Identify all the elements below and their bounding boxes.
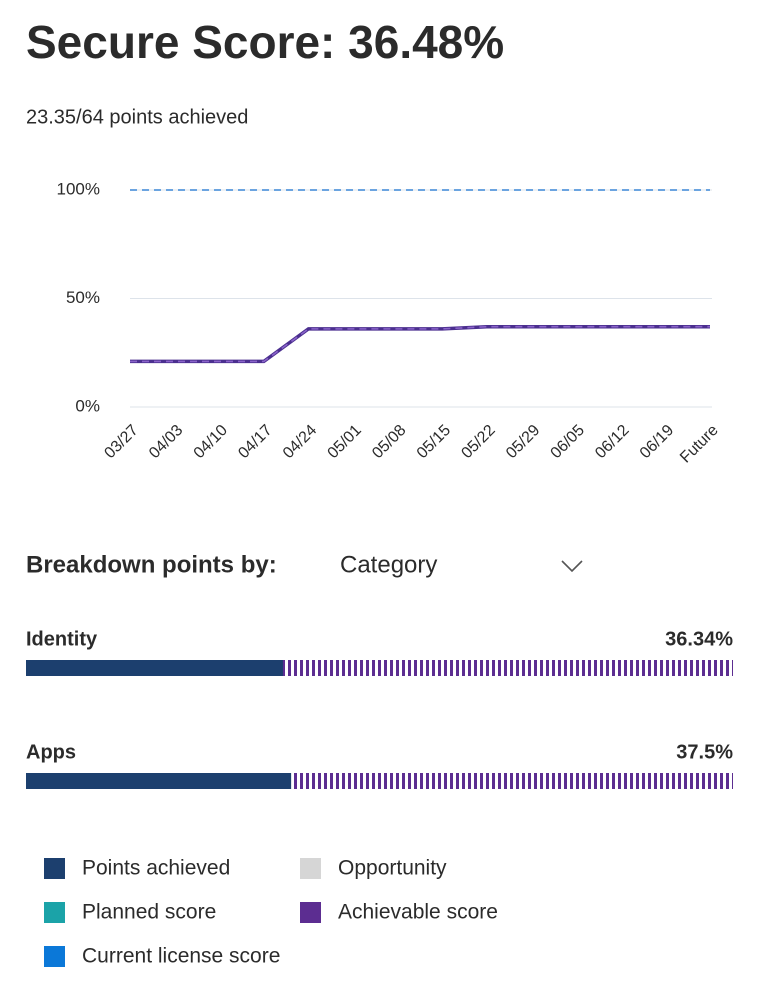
x-tick-label: 05/29 bbox=[503, 422, 543, 462]
x-tick-label: 06/05 bbox=[548, 422, 588, 462]
series-line bbox=[130, 324, 710, 364]
legend: Points achieved Opportunity Planned score A… bbox=[44, 857, 498, 968]
breakdown-label: Breakdown points by: bbox=[26, 551, 277, 578]
series-line bbox=[130, 325, 710, 363]
x-tick-label: 06/12 bbox=[592, 422, 632, 462]
dropdown-chevron[interactable] bbox=[561, 560, 583, 573]
legend-label: Points achieved bbox=[82, 857, 230, 880]
x-tick-label: 04/03 bbox=[146, 422, 186, 462]
points-bar bbox=[26, 773, 292, 789]
points-bar bbox=[26, 660, 283, 676]
x-tick-label: 05/22 bbox=[458, 422, 498, 462]
y-tick-label: 50% bbox=[66, 288, 100, 307]
legend-label: Planned score bbox=[82, 901, 216, 924]
x-tick-label: 06/19 bbox=[637, 422, 677, 462]
x-tick-label: 04/17 bbox=[235, 422, 275, 462]
legend-swatch bbox=[44, 946, 65, 967]
category-value: 36.34% bbox=[665, 628, 733, 650]
category-value: 37.5% bbox=[676, 741, 733, 763]
breakdown-bars: Identity 36.34% Apps 37.5% bbox=[26, 628, 733, 789]
legend-swatch bbox=[44, 858, 65, 879]
legend-swatch bbox=[44, 902, 65, 923]
x-tick-label: 05/01 bbox=[325, 422, 365, 462]
breakdown-dropdown[interactable]: Category bbox=[340, 551, 437, 578]
subtitle: 23.35/64 points achieved bbox=[26, 106, 248, 128]
x-tick-label: 05/08 bbox=[369, 422, 409, 462]
legend-swatch bbox=[300, 858, 321, 879]
legend-swatch bbox=[300, 902, 321, 923]
legend-label: Opportunity bbox=[338, 857, 447, 880]
legend-label: Achievable score bbox=[338, 901, 498, 924]
x-tick-label: 05/15 bbox=[414, 422, 454, 462]
x-tick-label: Future bbox=[677, 422, 722, 467]
category-name: Identity bbox=[26, 628, 98, 650]
category-name: Apps bbox=[26, 741, 76, 763]
chart: 0%50%100%03/27 04/03 04/10 04/17 04/24 05/01 0… bbox=[57, 179, 722, 466]
title: Secure Score: 36.48% bbox=[26, 16, 504, 68]
legend-label: Current license score bbox=[82, 945, 280, 968]
x-tick-label: 03/27 bbox=[101, 422, 141, 462]
x-tick-label: 04/24 bbox=[280, 422, 320, 462]
y-tick-label: 0% bbox=[75, 396, 100, 415]
x-tick-label: 04/10 bbox=[191, 422, 231, 462]
y-tick-label: 100% bbox=[57, 179, 100, 198]
